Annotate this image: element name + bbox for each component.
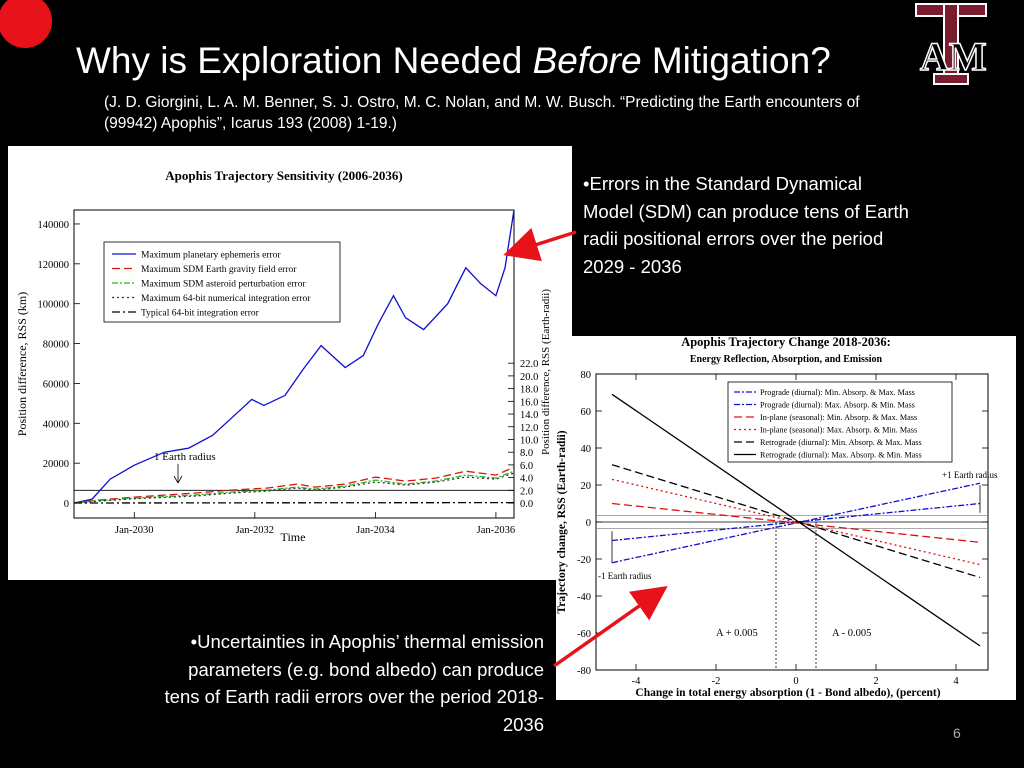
chart2-xtick-label: -2	[712, 676, 721, 687]
chart1-ytick-right-label: 10.0	[520, 435, 538, 446]
chart1-ytick-label: 120000	[38, 260, 70, 271]
arrow-to-chart1	[503, 227, 577, 262]
chart2-xtick-label: 0	[793, 676, 798, 687]
chart2-title: Apophis Trajectory Change 2018-2036:	[681, 336, 891, 349]
chart1-series-2	[73, 470, 515, 504]
texas-am-logo: AM TM	[915, 3, 1001, 94]
logo-letters: AM	[920, 34, 987, 79]
chart1-earth-radius-label: 1 Earth radius	[154, 451, 216, 463]
chart2-svg: Apophis Trajectory Change 2018-2036: Ene…	[556, 335, 998, 699]
arrow-to-chart2	[552, 585, 668, 668]
chart1-ytick-right-label: 0.0	[520, 499, 533, 510]
chart1-ytick-label: 100000	[38, 300, 70, 311]
chart2-xtick-label: -4	[632, 676, 641, 687]
chart2-xtick-label: 4	[953, 676, 959, 687]
chart1-ytick-label: 60000	[43, 379, 69, 390]
chart1-xlabel: Time	[281, 530, 306, 544]
chart2-ytick-label: 40	[581, 444, 592, 455]
chart1-series-0	[73, 209, 515, 504]
chart1-legend-label: Typical 64-bit integration error	[141, 309, 260, 319]
chart2-xlabel: Change in total energy absorption (1 - B…	[635, 687, 940, 699]
chart1-ytick-right-label: 22.0	[520, 359, 538, 370]
chart2-series-5	[611, 393, 981, 647]
chart1-ytick-right-label: 16.0	[520, 397, 538, 408]
chart1-xtick-label: Jan-2030	[115, 525, 154, 536]
chart1-title: Apophis Trajectory Sensitivity (2006-203…	[165, 168, 402, 183]
chart-trajectory-change: Apophis Trajectory Change 2018-2036: Ene…	[556, 335, 1016, 700]
chart1-ytick-right-label: 18.0	[520, 385, 538, 396]
chart1-ytick-label: 0	[64, 499, 69, 510]
chart2-a-minus: A - 0.005	[832, 628, 871, 639]
chart1-ylabel-right: Position difference, RSS (Earth-radii)	[540, 289, 552, 455]
chart2-a-plus: A + 0.005	[716, 628, 758, 639]
chart2-legend-label: In-plane (seasonal): Max. Absorp. & Min.…	[760, 426, 917, 435]
chart2-xtick-label: 2	[873, 676, 878, 687]
chart1-ytick-label: 80000	[43, 340, 69, 351]
bullet-thermal-uncertainties: •Uncertainties in Apophis’ thermal emiss…	[164, 631, 544, 735]
chart1-legend-label: Maximum SDM asteroid perturbation error	[141, 280, 306, 290]
chart2-series-4	[611, 464, 981, 579]
chart1-xtick-label: Jan-2034	[356, 525, 395, 536]
chart1-ytick-right-label: 14.0	[520, 410, 538, 421]
chart1-xtick-label: Jan-2036	[477, 525, 516, 536]
chart1-series-3	[73, 472, 515, 504]
chart2-legend: Prograde (diurnal): Min. Absorp. & Max. …	[727, 381, 953, 463]
chart1-ylabel: Position difference, RSS (km)	[15, 292, 29, 436]
chart2-ytick-label: -20	[577, 555, 591, 566]
chart1-legend-label: Maximum SDM Earth gravity field error	[141, 264, 297, 275]
chart1-svg: Apophis Trajectory Sensitivity (2006-203…	[15, 168, 552, 544]
chart-trajectory-sensitivity: Apophis Trajectory Sensitivity (2006-203…	[8, 146, 572, 580]
chart2-ytick-label: 60	[581, 407, 592, 418]
chart2-series-2	[611, 502, 981, 543]
chart2-ytick-label: 20	[581, 481, 592, 492]
chart1-legend: Maximum planetary ephemeris error Maximum…	[103, 241, 341, 323]
chart2-series-0	[611, 502, 981, 542]
chart2-subtitle: Energy Reflection, Absorption, and Emiss…	[690, 354, 883, 365]
chart1-ytick-right-label: 6.0	[520, 461, 533, 472]
chart1-ytick-label: 40000	[43, 419, 69, 430]
chart2-ylabel: Trajectory change, RSS (Earth-radii)	[556, 430, 568, 613]
chart2-legend-label: Retrograde (diurnal): Max. Absorp. & Min…	[760, 451, 922, 460]
logo-tm: TM	[992, 88, 1001, 94]
chart2-ytick-label: -40	[577, 592, 591, 603]
chart2-ytick-label: 0	[586, 518, 591, 529]
chart2-legend-label: In-plane (seasonal): Min. Absorp. & Max.…	[760, 413, 917, 422]
chart1-frame	[73, 209, 515, 519]
chart1-ytick-right-label: 2.0	[520, 486, 533, 497]
chart2-legend-label: Retrograde (diurnal): Min. Absorp. & Max…	[760, 438, 922, 447]
chart2-legend-label: Prograde (diurnal): Max. Absorp. & Min. …	[760, 401, 915, 410]
chart1-xtick-label: Jan-2032	[236, 525, 275, 536]
chart2-plus-earth-radius: +1 Earth radius	[942, 470, 998, 480]
chart1-legend-label: Maximum 64-bit numerical integration err…	[141, 294, 311, 304]
chart1-ytick-right-label: 12.0	[520, 423, 538, 434]
title-emphasis: Before	[532, 40, 642, 81]
page-number: 6	[953, 725, 961, 741]
chart1-ytick-right-label: 4.0	[520, 474, 533, 485]
chart2-minus-earth-radius: -1 Earth radius	[598, 571, 652, 581]
chart2-ytick-label: 80	[581, 370, 592, 381]
citation: (J. D. Giorgini, L. A. M. Benner, S. J. …	[104, 94, 860, 132]
slide-title: Why is Exploration Needed Before Mitigat…	[76, 40, 831, 81]
chart1-ytick-label: 20000	[43, 459, 69, 470]
chart1-ytick-right-label: 20.0	[520, 372, 538, 383]
bullet-sdm-errors: •Errors in the Standard Dynamical Model …	[583, 173, 909, 277]
chart1-ytick-label: 140000	[38, 220, 70, 231]
red-circle-decoration	[0, 0, 52, 48]
chart2-ytick-label: -80	[577, 666, 591, 677]
chart1-ytick-right-label: 8.0	[520, 448, 533, 459]
chart2-ytick-label: -60	[577, 629, 591, 640]
chart1-legend-label: Maximum planetary ephemeris error	[141, 251, 281, 261]
chart1-series-1	[73, 466, 515, 504]
chart2-legend-label: Prograde (diurnal): Min. Absorp. & Max. …	[760, 388, 915, 397]
